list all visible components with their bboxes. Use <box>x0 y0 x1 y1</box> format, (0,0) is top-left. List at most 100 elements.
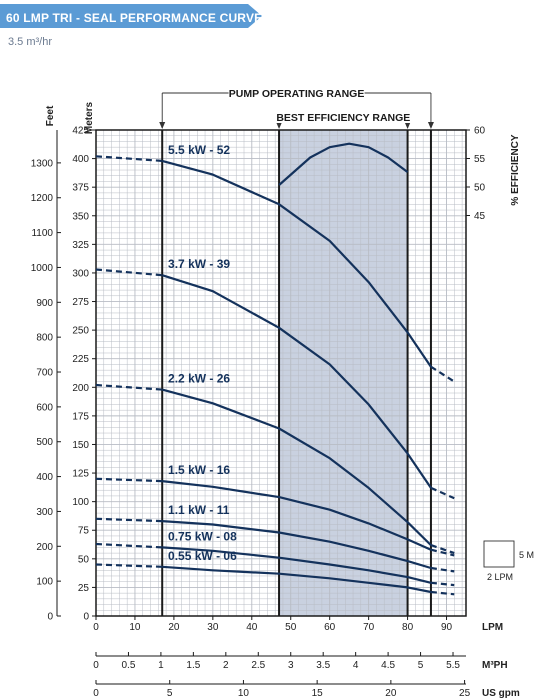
chart-subtitle: 3.5 m³/hr <box>8 36 53 48</box>
feet-tick-label: 1200 <box>31 193 54 204</box>
secondary-axis-tick-label: 5 <box>167 688 173 699</box>
meters-tick-label: 425 <box>72 126 89 137</box>
series-label: 1.5 kW - 16 <box>168 463 230 477</box>
pump-operating-range-label-bg <box>228 86 365 99</box>
feet-tick-label: 200 <box>36 542 53 553</box>
lpm-tick-label: 40 <box>246 622 258 633</box>
curve-dashed-end <box>430 566 455 573</box>
curve-dashed-start <box>95 155 163 162</box>
meters-tick-label: 350 <box>72 211 89 222</box>
pump-operating-range-right-arrow <box>427 122 434 129</box>
meters-tick-label: 25 <box>78 583 90 594</box>
meters-tick-label: 400 <box>72 154 89 165</box>
meters-tick-label: 75 <box>78 526 90 537</box>
curve-dashed-start <box>95 542 163 549</box>
curve-dashed-end <box>430 548 455 557</box>
meters-tick-label: 175 <box>72 411 89 422</box>
chart-title: 60 LMP TRI - SEAL PERFORMANCE CURVES <box>6 11 271 25</box>
secondary-axis-tick-label: 0 <box>93 688 99 699</box>
curve-solid <box>162 520 432 570</box>
scale-key-horizontal: 2 LPM <box>487 572 513 582</box>
efficiency-tick-label: 45 <box>474 211 486 222</box>
secondary-axis-tick-label: 10 <box>238 688 250 699</box>
efficiency-tick-label: 50 <box>474 183 486 194</box>
secondary-axis-tick-label: 3.5 <box>316 660 330 671</box>
curve-dashed-start <box>95 268 163 277</box>
series-label: 3.7 kW - 39 <box>168 257 230 271</box>
curve-dashed-end <box>430 590 455 596</box>
secondary-axis-tick-label: 25 <box>459 688 471 699</box>
title-banner: 60 LMP TRI - SEAL PERFORMANCE CURVES <box>0 4 270 28</box>
curve-dashed-start <box>95 477 163 483</box>
efficiency-curve <box>278 142 409 186</box>
feet-tick-label: 900 <box>36 298 53 309</box>
lpm-tick-label: 20 <box>168 622 180 633</box>
lpm-tick-label: 80 <box>402 622 414 633</box>
feet-tick-label: 800 <box>36 333 53 344</box>
lpm-axis-label: LPM <box>482 622 503 633</box>
curve-dashed-start <box>95 563 163 568</box>
feet-tick-label: 700 <box>36 368 53 379</box>
meters-tick-label: 300 <box>72 268 89 279</box>
lpm-tick-label: 30 <box>207 622 219 633</box>
best-efficiency-range-right-arrow <box>404 122 411 129</box>
secondary-axis-tick-label: 0 <box>93 660 99 671</box>
meters-tick-label: 275 <box>72 297 89 308</box>
curve-dashed-end <box>430 544 455 555</box>
series-label: 2.2 kW - 26 <box>168 372 230 386</box>
feet-tick-label: 1100 <box>31 228 53 239</box>
curve-dashed-start <box>95 517 163 523</box>
curve-dashed-start <box>95 383 163 391</box>
meters-tick-label: 125 <box>72 469 89 480</box>
meters-tick-label: 100 <box>72 497 89 508</box>
pump-operating-range-left-arrow <box>159 122 166 129</box>
feet-tick-label: 300 <box>36 507 53 518</box>
series-label: 0.75 kW - 08 <box>168 529 237 543</box>
efficiency-tick-label: 55 <box>474 154 486 165</box>
meters-axis-label: Meters <box>84 101 95 134</box>
series-label: 1.1 kW - 11 <box>168 503 230 517</box>
feet-tick-label: 400 <box>36 472 53 483</box>
best-efficiency-band <box>279 130 408 616</box>
plot-border <box>95 129 467 617</box>
lpm-tick-label: 60 <box>324 622 336 633</box>
secondary-axis-tick-label: 2 <box>223 660 229 671</box>
curve-solid <box>161 159 432 368</box>
secondary-axis-tick-label: 3 <box>288 660 294 671</box>
lpm-tick-label: 90 <box>441 622 453 633</box>
curve-dashed-end <box>430 581 455 587</box>
meters-tick-label: 325 <box>72 240 89 251</box>
feet-axis-label: Feet <box>45 105 56 126</box>
lpm-tick-label: 10 <box>129 622 141 633</box>
meters-tick-label: 250 <box>72 326 89 337</box>
secondary-axis-tick-label: 15 <box>312 688 324 699</box>
meters-tick-label: 0 <box>83 612 89 623</box>
meters-tick-label: 375 <box>72 183 89 194</box>
series-label: 0.55 kW - 06 <box>168 549 237 563</box>
secondary-axis-tick-label: 20 <box>385 688 397 699</box>
secondary-axis-tick-label: 4.5 <box>381 660 395 671</box>
best-efficiency-range-label-bg <box>272 110 415 123</box>
secondary-axis-tick-label: 2.5 <box>251 660 265 671</box>
curve-dashed-end <box>430 365 455 383</box>
feet-tick-label: 1000 <box>31 263 54 274</box>
pump-operating-range-label: PUMP OPERATING RANGE <box>229 88 365 100</box>
feet-tick-label: 100 <box>36 577 53 588</box>
meters-tick-label: 225 <box>72 354 89 365</box>
secondary-axis-tick-label: 1 <box>158 660 164 671</box>
secondary-axis-label: M³PH <box>482 660 508 671</box>
curve-dashed-end <box>430 486 455 500</box>
curve-solid <box>161 388 432 546</box>
feet-tick-label: 500 <box>36 437 53 448</box>
curve-solid <box>161 274 432 489</box>
best-efficiency-range-left-arrow <box>276 122 283 129</box>
title-banner-shape <box>0 4 262 28</box>
best-efficiency-range-label: BEST EFFICIENCY RANGE <box>276 112 410 124</box>
secondary-axis-tick-label: 5 <box>418 660 424 671</box>
lpm-tick-label: 70 <box>363 622 375 633</box>
meters-tick-label: 50 <box>78 554 90 565</box>
secondary-axis-label: US gpm <box>482 688 520 699</box>
meters-tick-label: 150 <box>72 440 89 451</box>
secondary-axis-tick-label: 5.5 <box>446 660 460 671</box>
